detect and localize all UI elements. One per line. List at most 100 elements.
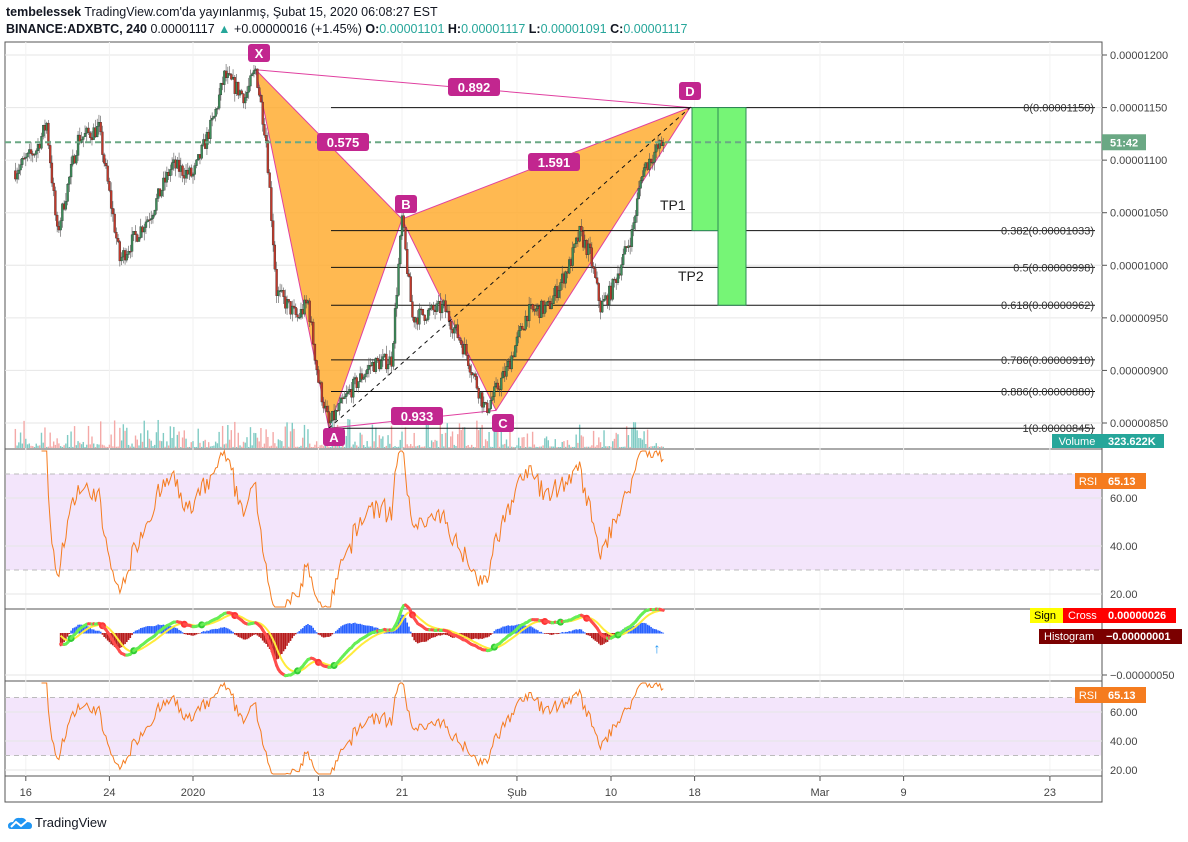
- candle-up: [381, 356, 384, 361]
- fib-level-label: 0.886(0.00000880): [1001, 386, 1094, 398]
- volume-bar: [488, 431, 490, 448]
- author[interactable]: tembelessek: [6, 5, 82, 19]
- macd-histogram-bar: [648, 625, 651, 634]
- volume-bar: [364, 446, 367, 448]
- macd-histogram-bar: [371, 626, 374, 634]
- macd-histogram-bar: [300, 629, 302, 634]
- volume-bar: [655, 443, 657, 448]
- volume-bar: [632, 422, 635, 448]
- candle-down: [467, 355, 470, 366]
- volume-bar: [535, 446, 537, 448]
- volume-bar: [138, 445, 140, 448]
- candle-down: [230, 74, 233, 80]
- candle-up: [151, 214, 155, 219]
- candle-down: [376, 357, 379, 361]
- candle-down: [308, 300, 311, 322]
- volume-bar: [272, 432, 274, 448]
- candle-down: [113, 213, 116, 233]
- macd-histogram-bar: [425, 633, 428, 642]
- candle-up: [374, 357, 378, 372]
- volume-bar: [155, 432, 158, 448]
- macd-histogram-bar: [301, 628, 304, 634]
- macd-histogram-bar: [552, 633, 555, 635]
- macd-histogram-bar: [387, 631, 389, 634]
- volume-bar: [516, 445, 518, 448]
- macd-histogram-bar: [557, 633, 560, 634]
- volume-bar: [505, 439, 508, 448]
- volume-bar: [265, 429, 267, 448]
- volume-bar: [140, 433, 142, 448]
- volume-bar: [608, 446, 610, 448]
- macd-histogram-bar: [427, 633, 429, 641]
- macd-histogram-bar: [361, 624, 363, 634]
- ad-dashed-line: [328, 107, 691, 429]
- macd-histogram-bar: [181, 632, 184, 634]
- macd-histogram-bar: [348, 623, 351, 634]
- candle-up: [491, 396, 494, 401]
- candle-up: [602, 299, 606, 302]
- macd-histogram-bar: [312, 627, 314, 634]
- volume-bar: [216, 443, 219, 448]
- macd-histogram-bar: [547, 633, 550, 634]
- volume-bar: [94, 446, 97, 448]
- volume-bar: [568, 444, 570, 448]
- candle-up: [195, 159, 198, 166]
- volume-bar: [286, 422, 288, 448]
- candle-down: [52, 182, 55, 191]
- target-box-tp2: [717, 107, 747, 306]
- volume-bar: [305, 446, 307, 448]
- candle-up: [345, 393, 348, 397]
- macd-histogram-bar: [307, 624, 309, 634]
- macd-histogram-bar: [139, 628, 142, 634]
- volume-bar: [248, 446, 250, 448]
- tradingview-logo[interactable]: TradingView: [8, 815, 107, 830]
- volume-bar: [296, 446, 299, 448]
- volume-bar: [432, 442, 435, 448]
- macd-histogram-bar: [538, 631, 541, 634]
- fib-level-label: 0.5(0.00000998): [1013, 262, 1094, 274]
- volume-bar: [103, 445, 105, 448]
- volume-bar: [425, 421, 428, 448]
- volume-bar: [268, 446, 271, 448]
- low-value: 0.00001091: [540, 22, 607, 36]
- macd-histogram-bar: [364, 625, 367, 634]
- macd-histogram-bar: [479, 633, 482, 639]
- pattern-triangle-xab: [254, 68, 403, 431]
- volume-bar: [517, 437, 520, 448]
- histogram-value-badge: [1102, 629, 1182, 644]
- volume-bar: [150, 440, 152, 448]
- sign-badge: [1030, 608, 1063, 623]
- macd-histogram-bar: [542, 632, 544, 634]
- volume-bar: [148, 438, 151, 448]
- volume-bar: [625, 426, 628, 448]
- macd-histogram-bar: [234, 633, 236, 635]
- volume-bar: [408, 446, 410, 448]
- volume-bar: [289, 431, 292, 448]
- macd-histogram-bar: [641, 622, 644, 634]
- macd-histogram-bar: [146, 626, 149, 634]
- volume-bar: [113, 420, 116, 448]
- volume-bar: [270, 445, 273, 448]
- macd-histogram-bar: [338, 627, 341, 634]
- time-tick-label: 2020: [181, 787, 205, 799]
- candle-down: [317, 369, 320, 383]
- volume-bar: [401, 431, 403, 448]
- fib-level-label: 1(0.00000845): [1022, 423, 1094, 435]
- volume-bar: [638, 438, 640, 448]
- volume-bar: [366, 441, 368, 448]
- symbol[interactable]: BINANCE:ADXBTC, 240: [6, 22, 147, 36]
- volume-bar: [157, 419, 159, 448]
- price-tick-label: 0.00000850: [1110, 418, 1168, 430]
- macd-histogram-bar: [566, 631, 569, 634]
- macd-histogram-bar: [65, 633, 67, 640]
- volume-bar: [514, 446, 516, 448]
- volume-bar: [59, 446, 62, 448]
- volume-bar: [152, 446, 154, 448]
- macd-histogram-bar: [190, 633, 193, 636]
- macd-histogram-bar: [200, 632, 203, 634]
- volume-bar: [660, 446, 663, 448]
- volume-bar: [159, 440, 161, 448]
- volume-bar: [49, 432, 51, 448]
- volume-bar: [171, 437, 173, 448]
